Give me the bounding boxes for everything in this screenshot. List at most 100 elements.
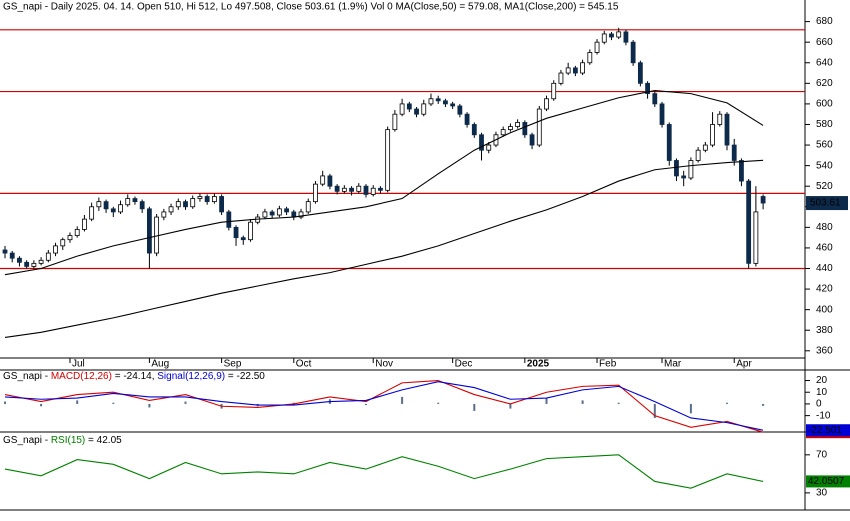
candle-body — [190, 198, 196, 208]
candle-body — [731, 144, 737, 161]
histogram-bar — [184, 401, 187, 404]
candle-body — [313, 183, 318, 203]
y-tick-label: 560 — [816, 140, 833, 151]
candle-body — [305, 201, 311, 213]
candle-body — [659, 103, 665, 125]
y-tick-label: 0 — [816, 399, 822, 410]
y-tick-label: 600 — [816, 99, 833, 110]
candle-body — [544, 98, 549, 110]
candle-body — [248, 221, 253, 241]
candle-body — [695, 149, 701, 161]
y-tick-label: 440 — [816, 263, 833, 274]
y-tick-label: 660 — [816, 37, 833, 48]
title-part: GS_napi - — [3, 371, 51, 382]
candle-body — [529, 134, 535, 146]
y-tick-label: 30 — [816, 488, 828, 499]
candle-body — [464, 113, 470, 125]
candle-body — [175, 201, 181, 208]
title-part: GS_napi - — [3, 435, 51, 446]
histogram-bar — [689, 403, 692, 414]
y-tick-label: 380 — [816, 325, 833, 336]
histogram-bar — [762, 403, 765, 406]
y-tick-label: 420 — [816, 284, 833, 295]
series-line — [4, 381, 764, 431]
candle-body — [262, 211, 268, 218]
histogram-bar — [40, 403, 43, 407]
histogram-bar — [148, 403, 151, 408]
candle-body — [572, 67, 578, 74]
candle-body — [82, 218, 87, 230]
candle-body — [363, 185, 369, 195]
histogram-bar — [112, 402, 115, 404]
candle-body — [414, 108, 419, 115]
candle-body — [204, 196, 210, 203]
candle-body — [450, 103, 456, 107]
candle-body — [211, 196, 217, 203]
candle-body — [24, 261, 30, 267]
candle-body — [392, 113, 398, 131]
candle-body — [724, 113, 730, 146]
candle-body — [334, 185, 340, 192]
candle-body — [31, 262, 37, 267]
series-line — [4, 379, 764, 433]
title-part: = 42.05 — [85, 435, 122, 446]
candle-body — [161, 211, 167, 218]
candle-body — [746, 180, 752, 264]
y-tick-label: 540 — [816, 160, 833, 171]
candle-body — [118, 204, 123, 213]
candle-body — [645, 82, 650, 95]
panel-title: GS_napi - RSI(15) = 42.05 — [3, 435, 122, 446]
series-line — [4, 454, 764, 489]
y-tick-label: 480 — [816, 222, 833, 233]
candle-body — [435, 98, 441, 102]
candle-body — [67, 235, 73, 241]
candle-body — [637, 62, 643, 84]
candle-body — [479, 134, 484, 151]
y-tick-label: 520 — [816, 181, 833, 192]
title-part: MACD(12,26) — [51, 371, 112, 382]
candle-body — [674, 160, 679, 177]
candle-body — [702, 144, 708, 151]
candle-body — [233, 226, 239, 239]
chart-title: GS_napi - Daily 2025. 04. 14. Open 510, … — [3, 2, 619, 13]
x-tick-label: Jul — [72, 359, 85, 370]
candle-body — [551, 82, 557, 100]
histogram-bar — [617, 402, 620, 404]
title-part: Signal(12,26,9) — [157, 371, 225, 382]
candle-body — [666, 124, 672, 161]
histogram-bar — [726, 402, 728, 404]
candle-body — [753, 211, 759, 264]
candle-body — [132, 198, 138, 203]
candle-body — [183, 201, 188, 208]
histogram-bar — [401, 396, 404, 404]
candle-body — [565, 67, 571, 74]
candle-body — [385, 129, 391, 191]
candle-body — [240, 237, 246, 241]
candle-body — [594, 41, 600, 53]
panel-title: GS_napi - MACD(12,26) = -24.14, Signal(1… — [3, 371, 265, 382]
candle-body — [443, 100, 448, 105]
last-price-box — [806, 196, 848, 211]
value-label: 42.0507 — [808, 476, 845, 487]
candle-body — [601, 33, 607, 43]
x-tick-label: Feb — [599, 359, 617, 370]
candle-body — [428, 98, 434, 105]
histogram-bar — [581, 400, 584, 404]
candle-body — [89, 206, 95, 220]
candle-body — [507, 126, 513, 131]
candle-body — [146, 208, 152, 254]
candle-body — [53, 245, 58, 254]
candle-body — [60, 239, 66, 247]
candle-body — [269, 211, 275, 216]
candle-body — [609, 33, 614, 38]
candle-body — [320, 175, 326, 185]
candle-body — [630, 41, 636, 64]
title-part: RSI(15) — [51, 435, 85, 446]
candle-body — [536, 108, 542, 146]
x-tick-label: Dec — [455, 359, 473, 370]
candle-body — [471, 124, 477, 136]
x-tick-label: Mar — [664, 359, 682, 370]
last-price-label: 503.61 — [810, 198, 841, 209]
candle-body — [219, 196, 225, 213]
